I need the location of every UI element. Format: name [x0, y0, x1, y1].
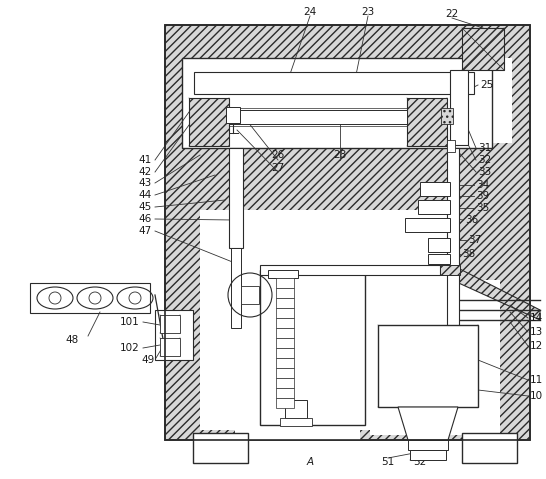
Bar — [407, 98, 447, 146]
Bar — [229, 110, 407, 124]
Circle shape — [49, 292, 61, 304]
Polygon shape — [398, 407, 458, 440]
Bar — [260, 270, 365, 425]
Text: 51: 51 — [381, 457, 395, 467]
Bar — [441, 108, 453, 124]
Bar — [241, 286, 259, 304]
Bar — [231, 248, 241, 328]
Text: 24: 24 — [304, 7, 317, 17]
Bar — [194, 72, 474, 94]
Bar — [200, 210, 455, 430]
Text: 12: 12 — [530, 341, 543, 351]
Text: 49: 49 — [141, 355, 155, 365]
Text: 25: 25 — [480, 80, 493, 90]
Text: 34: 34 — [476, 180, 489, 190]
Polygon shape — [440, 265, 460, 275]
Text: 102: 102 — [120, 343, 140, 353]
Text: 32: 32 — [478, 155, 491, 165]
Bar — [276, 278, 294, 288]
Bar — [165, 25, 530, 440]
Text: 31: 31 — [478, 143, 491, 153]
Text: 42: 42 — [139, 167, 152, 177]
Bar — [276, 308, 294, 318]
Bar — [408, 440, 448, 450]
Text: 52: 52 — [413, 457, 426, 467]
Text: 38: 38 — [462, 249, 475, 259]
Text: 26: 26 — [271, 150, 284, 160]
Text: 36: 36 — [465, 215, 478, 225]
Bar — [182, 58, 512, 143]
Bar — [193, 433, 248, 463]
Text: 43: 43 — [139, 178, 152, 188]
Bar — [276, 368, 294, 378]
Text: 46: 46 — [139, 214, 152, 224]
Bar — [226, 107, 240, 123]
Bar — [160, 338, 180, 356]
Text: 35: 35 — [476, 203, 489, 213]
Text: 10: 10 — [530, 391, 543, 401]
Bar — [280, 418, 312, 426]
Bar — [268, 270, 298, 278]
Bar — [276, 398, 294, 408]
Bar — [450, 70, 468, 145]
Text: 37: 37 — [468, 235, 481, 245]
Bar — [276, 288, 294, 298]
Text: 72: 72 — [341, 265, 354, 275]
Text: 101: 101 — [120, 317, 140, 327]
Circle shape — [89, 292, 101, 304]
Bar — [30, 283, 150, 313]
Bar — [276, 338, 294, 348]
Circle shape — [129, 292, 141, 304]
Bar — [378, 325, 478, 407]
Text: 48: 48 — [66, 335, 79, 345]
Text: 41: 41 — [139, 155, 152, 165]
Bar — [285, 400, 307, 418]
Bar — [260, 265, 440, 275]
Bar — [182, 58, 492, 148]
Bar — [276, 378, 294, 388]
Bar — [418, 200, 450, 214]
Text: 44: 44 — [139, 190, 152, 200]
Bar — [235, 280, 360, 440]
Bar — [410, 450, 446, 460]
Bar — [276, 388, 294, 398]
Text: 23: 23 — [361, 7, 375, 17]
Text: 33: 33 — [478, 167, 491, 177]
Text: A: A — [306, 457, 313, 467]
Text: 13: 13 — [530, 327, 543, 337]
Text: 14: 14 — [530, 313, 543, 323]
Bar — [276, 318, 294, 328]
Text: 47: 47 — [139, 226, 152, 236]
Bar — [276, 298, 294, 308]
Bar — [428, 238, 450, 252]
Polygon shape — [452, 265, 540, 320]
Bar — [160, 315, 180, 333]
Bar — [405, 218, 450, 232]
Bar — [229, 148, 243, 248]
Bar — [155, 310, 193, 360]
Bar — [189, 98, 229, 146]
Bar — [428, 254, 450, 264]
Bar — [276, 328, 294, 338]
Text: 39: 39 — [476, 191, 489, 201]
Text: 22: 22 — [446, 9, 459, 19]
Text: 11: 11 — [530, 375, 543, 385]
Bar — [420, 182, 450, 196]
Bar — [370, 280, 500, 435]
Text: 27: 27 — [271, 163, 284, 173]
Bar — [276, 358, 294, 368]
Bar — [462, 433, 517, 463]
Bar — [447, 148, 459, 333]
Bar — [276, 348, 294, 358]
Bar — [165, 25, 530, 440]
Bar — [447, 140, 455, 152]
Text: 45: 45 — [139, 202, 152, 212]
Bar — [462, 28, 504, 70]
Text: 28: 28 — [334, 150, 347, 160]
